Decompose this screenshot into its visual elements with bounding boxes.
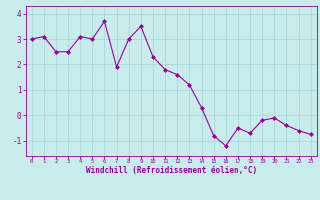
X-axis label: Windchill (Refroidissement éolien,°C): Windchill (Refroidissement éolien,°C) bbox=[86, 166, 257, 175]
